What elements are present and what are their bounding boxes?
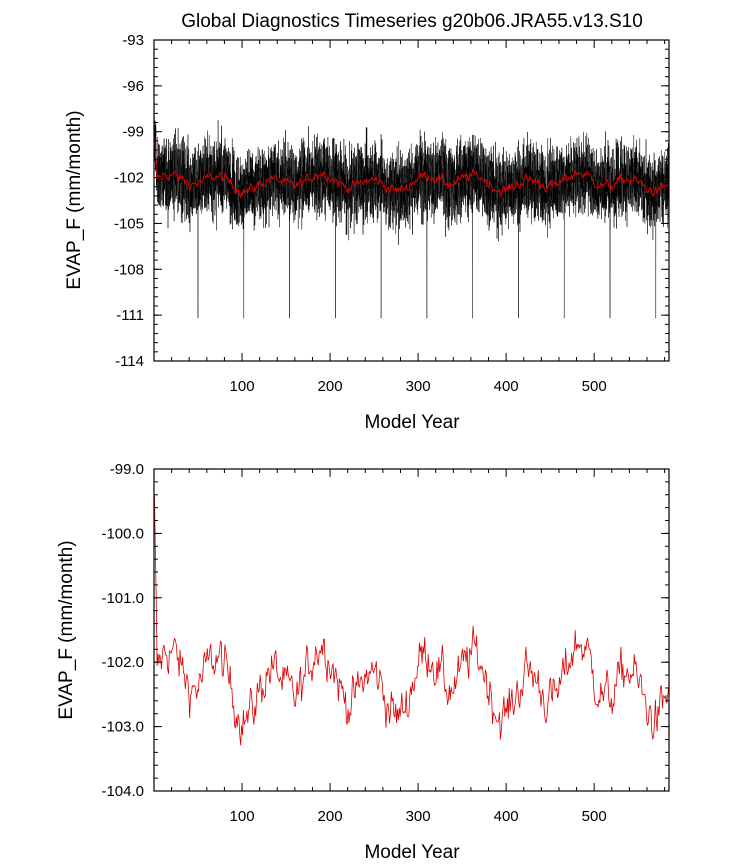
x-tick-label: 500 [582, 378, 607, 395]
y-tick-label: -99.0 [110, 461, 144, 478]
y-tick-label: -105 [114, 215, 144, 232]
x-tick-label: 500 [582, 808, 607, 825]
y-tick-label: -114 [115, 353, 144, 370]
monthly-series-line [153, 101, 670, 319]
top-axis-ticks: 100 200 300 400 500 -93 -96 -99 -102 -105 -108 -111… [114, 32, 669, 395]
y-tick-label: -96 [122, 78, 144, 95]
annual-mean-path [154, 494, 669, 746]
annual-mean-path [153, 137, 670, 200]
y-tick-label: -104.0 [101, 783, 144, 800]
x-tick-label: 100 [230, 378, 255, 395]
y-tick-label: -101.0 [101, 590, 144, 607]
x-tick-label: 300 [406, 808, 431, 825]
y-tick-label: -100.0 [101, 525, 144, 542]
top-x-axis-label: Model Year [364, 412, 460, 433]
bottom-plot-frame [153, 468, 670, 792]
y-tick-label: -111 [116, 307, 144, 324]
top-y-axis-label: EVAP_F (mm/month) [64, 110, 85, 289]
top-panel: 100 200 300 400 500 -93 -96 -99 -102 -105 -108 -111… [64, 32, 670, 433]
bottom-y-axis-label: EVAP_F (mm/month) [56, 540, 77, 719]
x-tick-label: 200 [318, 808, 343, 825]
monthly-series-path [153, 101, 670, 319]
y-tick-label: -102.0 [101, 654, 144, 671]
y-tick-label: -103.0 [101, 719, 144, 736]
x-tick-label: 200 [318, 378, 343, 395]
annual-mean-series-line [153, 137, 670, 200]
top-plot-frame [153, 39, 670, 362]
x-tick-label: 100 [230, 808, 255, 825]
annual-mean-series-line [154, 494, 669, 746]
bottom-x-axis-label: Model Year [364, 842, 460, 863]
x-tick-label: 400 [494, 808, 519, 825]
chart-title: Global Diagnostics Timeseries g20b06.JRA… [181, 11, 643, 32]
x-tick-label: 300 [406, 378, 431, 395]
y-tick-label: -99 [122, 124, 144, 141]
y-tick-label: -108 [114, 261, 144, 278]
bottom-panel: 100 200 300 400 500 -99.0 -100.0 -101.0 -102.0 -1… [56, 461, 670, 863]
y-tick-label: -102 [114, 170, 144, 187]
y-tick-label: -93 [122, 32, 144, 49]
bottom-axis-ticks: 100 200 300 400 500 -99.0 -100.0 -101.0 -102.0 -1… [101, 461, 669, 825]
x-tick-label: 400 [494, 378, 519, 395]
